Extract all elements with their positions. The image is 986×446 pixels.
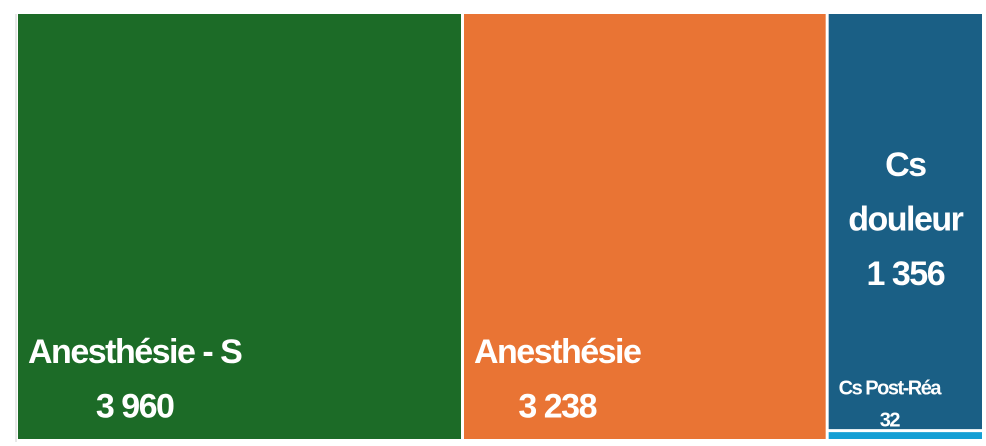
cell-value: 3 960: [96, 387, 174, 425]
cell-label: Cs Post-Réa: [839, 377, 943, 399]
cell-label: Anesthésie: [474, 333, 641, 371]
treemap-cell: [463, 14, 826, 439]
cell-label: Cs douleur: [848, 146, 963, 238]
cell-label: Anesthésie - S: [28, 333, 242, 371]
treemap-cell: [18, 14, 461, 439]
cell-value: 1 356: [867, 255, 945, 293]
cell-value: 3 238: [518, 387, 596, 425]
cell-value: 32: [880, 409, 901, 431]
treemap-cell: [828, 14, 982, 430]
treemap-cell: [828, 432, 982, 439]
